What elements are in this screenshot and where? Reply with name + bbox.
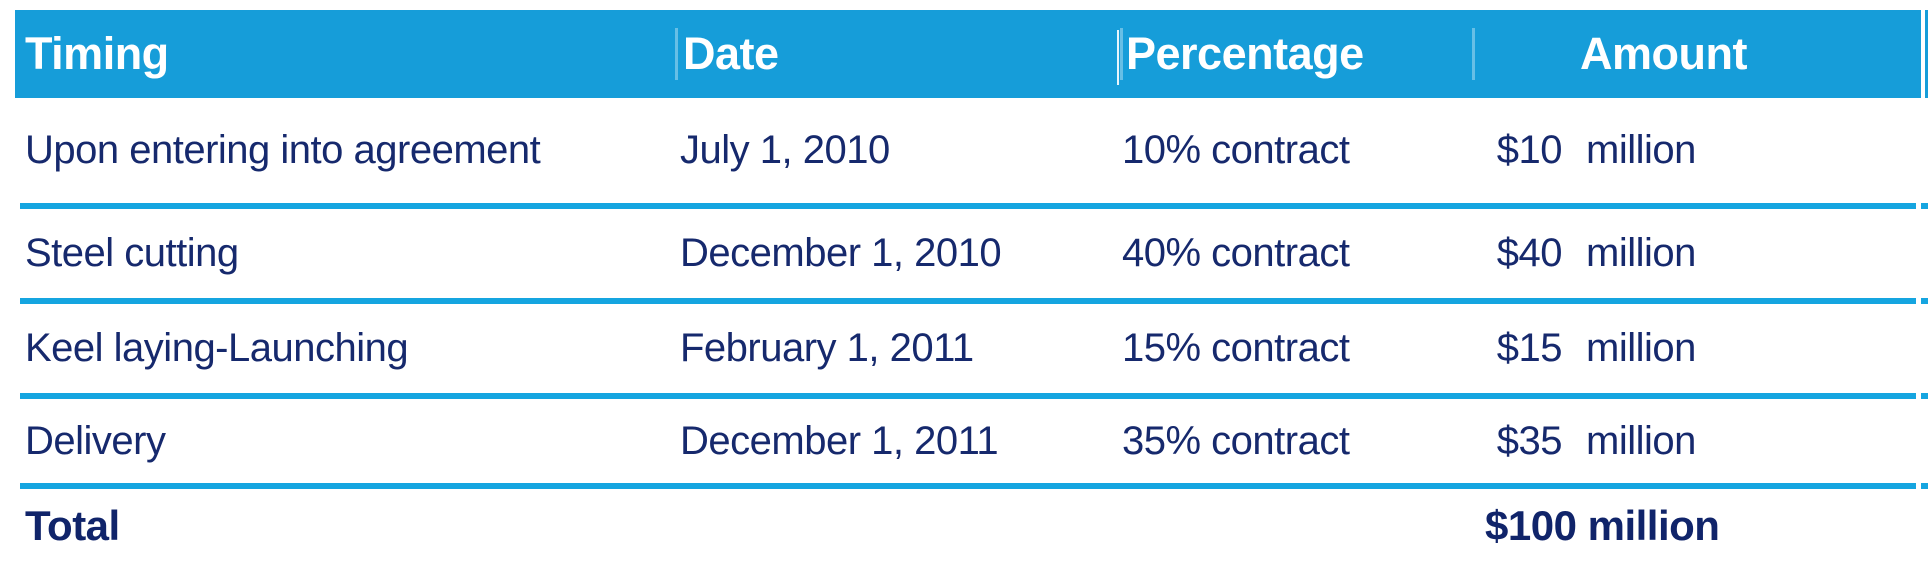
- amount-value: $40: [1496, 231, 1563, 275]
- amount-value: $15: [1496, 326, 1563, 370]
- header-cell-date: Date: [675, 28, 1120, 80]
- amount-unit: million: [1586, 326, 1696, 370]
- cell-amount: $10 million: [1472, 128, 1922, 173]
- table-body: Upon entering into agreement July 1, 201…: [20, 98, 1928, 563]
- cell-percentage: 35% contract: [1122, 418, 1350, 463]
- cell-timing: Steel cutting: [25, 231, 239, 275]
- cell-amount: $40 million: [1472, 231, 1922, 276]
- header-right-column-separator: [1921, 10, 1925, 98]
- header-cell-amount: Amount: [1472, 28, 1922, 80]
- cell-timing: Keel laying-Launching: [25, 326, 409, 370]
- cell-timing: Upon entering into agreement: [25, 128, 541, 172]
- table-row: Upon entering into agreement July 1, 201…: [20, 98, 1928, 209]
- cell-percentage: 10% contract: [1122, 128, 1350, 172]
- cell-percentage: 15% contract: [1122, 326, 1350, 370]
- cell-date: December 1, 2011: [680, 418, 999, 463]
- amount-unit: million: [1586, 128, 1696, 172]
- amount-value: $10: [1496, 128, 1563, 172]
- amount-unit: million: [1586, 231, 1696, 275]
- table-header-row: Timing Date Percentage Amount: [15, 10, 1928, 98]
- amount-unit: million: [1586, 418, 1696, 463]
- cell-date: December 1, 2010: [680, 231, 1002, 275]
- table-row: Steel cutting December 1, 2010 40% contr…: [20, 209, 1928, 304]
- amount-value: $35: [1496, 418, 1563, 463]
- header-cell-percentage: Percentage: [1120, 28, 1472, 80]
- table-row: Keel laying-Launching February 1, 2011 1…: [20, 304, 1928, 399]
- cell-amount: $15 million: [1472, 326, 1922, 371]
- table-total-row: Total $100 million: [20, 489, 1928, 563]
- cell-date: July 1, 2010: [680, 128, 890, 172]
- cell-date: February 1, 2011: [680, 326, 974, 370]
- cell-timing: Delivery: [25, 418, 166, 463]
- cell-percentage: 40% contract: [1122, 231, 1350, 275]
- cell-amount: $35 million: [1472, 419, 1922, 464]
- total-label: Total: [25, 502, 120, 549]
- header-cell-timing: Timing: [25, 28, 169, 79]
- total-amount: $100 million: [1485, 502, 1720, 549]
- table-row: Delivery December 1, 2011 35% contract $…: [20, 399, 1928, 489]
- right-edge-line-break: [1916, 98, 1921, 492]
- text-caret-artifact: [1117, 30, 1119, 85]
